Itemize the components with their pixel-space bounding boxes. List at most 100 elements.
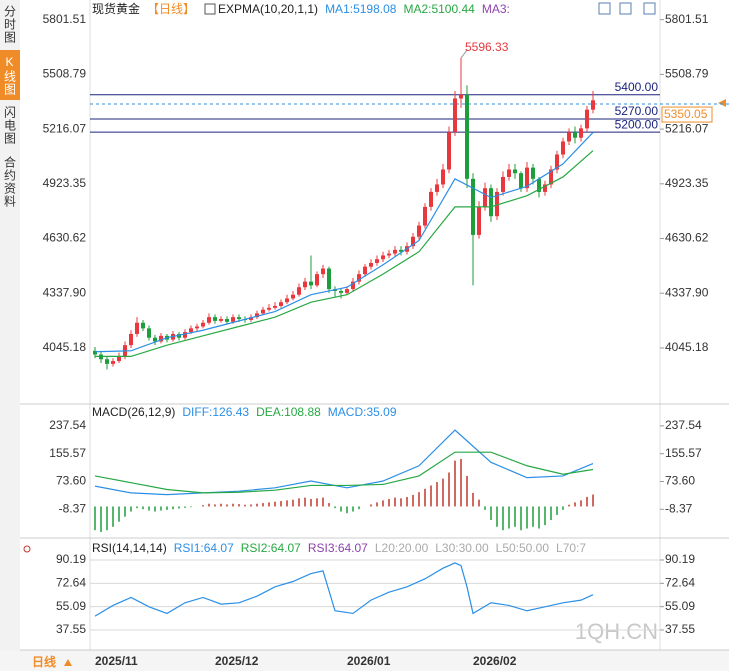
- y-tick-label: 4045.18: [43, 340, 87, 354]
- legend-label: L70:7: [556, 541, 586, 555]
- tab[interactable]: 分时图: [2, 4, 17, 44]
- candle-body: [429, 191, 433, 207]
- candle-body: [177, 333, 181, 338]
- indicator-icon[interactable]: [204, 3, 216, 15]
- y-tick-label: 5801.51: [665, 12, 709, 26]
- y-tick-label: 4045.18: [665, 340, 709, 354]
- level-label: 5270.00: [615, 104, 659, 118]
- candle-body: [351, 281, 355, 290]
- candle-body: [525, 167, 529, 189]
- candle-body: [501, 176, 505, 192]
- tab[interactable]: 闪电图: [2, 105, 17, 145]
- y-tick-label: 90.19: [56, 552, 86, 566]
- legend-label: L50:50.00: [496, 541, 550, 555]
- series-line: [94, 562, 594, 617]
- candle-body: [531, 167, 535, 179]
- candle-body: [315, 274, 319, 286]
- candle-body: [549, 169, 553, 185]
- legend-label: MA3:: [482, 2, 510, 16]
- y-tick-label: 4923.35: [43, 176, 87, 190]
- legend-label: RSI(14,14,14): [92, 541, 167, 555]
- legend-label: MA2:5100.44: [403, 2, 475, 16]
- y-tick-label: 72.64: [665, 575, 695, 589]
- candle-body: [555, 154, 559, 170]
- series-line: [94, 429, 594, 496]
- legend-label: DIFF:126.43: [182, 405, 249, 419]
- series-line: [95, 150, 594, 358]
- peak-marker: [460, 49, 468, 59]
- candle-body: [423, 206, 427, 226]
- tab[interactable]: 合约资料: [2, 156, 17, 208]
- y-tick-label: 237.54: [49, 418, 86, 432]
- candle-body: [141, 322, 145, 329]
- period-toggle[interactable]: [64, 659, 72, 666]
- candle-body: [579, 128, 583, 138]
- candle-body: [369, 262, 373, 267]
- series-line: [94, 132, 594, 353]
- candle-body: [399, 249, 403, 252]
- candle-body: [303, 281, 307, 288]
- legend-label: MACD(26,12,9): [92, 405, 175, 419]
- legend-label: DEA:108.88: [256, 405, 321, 419]
- candle-body: [393, 249, 397, 254]
- x-tick-label: 2025/11: [95, 654, 138, 668]
- candle-body: [339, 290, 343, 293]
- candle-body: [567, 132, 571, 142]
- candle-body: [387, 253, 391, 256]
- candle-body: [231, 317, 235, 322]
- candle-body: [219, 319, 223, 321]
- y-tick-label: 55.09: [665, 599, 695, 613]
- candle-body: [255, 313, 259, 318]
- y-tick-label: 237.54: [665, 418, 702, 432]
- candle-body: [465, 94, 469, 179]
- y-tick-label: 4630.62: [665, 231, 709, 245]
- y-tick-label: 4337.90: [665, 285, 709, 299]
- y-tick-label: 5508.79: [43, 67, 87, 81]
- legend-label: L20:20.00: [375, 541, 429, 555]
- last-price-label: 5350.05: [664, 107, 708, 121]
- y-tick-label: 4337.90: [43, 285, 87, 299]
- candle-body: [93, 350, 97, 355]
- y-tick-label: 4923.35: [665, 176, 709, 190]
- candle-body: [261, 309, 265, 314]
- legend-label: EXPMA(10,20,1,1): [218, 2, 318, 16]
- y-tick-label: 155.57: [49, 446, 86, 460]
- peak-label: 5596.33: [465, 40, 509, 54]
- y-tick-label: 55.09: [56, 599, 86, 613]
- x-tick-label: 2026/02: [473, 654, 517, 668]
- candle-body: [285, 298, 289, 303]
- x-tick-label: 2025/12: [215, 654, 259, 668]
- candle-body: [195, 326, 199, 329]
- level-label: 5200.00: [615, 117, 659, 131]
- candle-body: [153, 337, 157, 342]
- series-line: [94, 451, 594, 494]
- candle-body: [183, 332, 187, 338]
- candle-body: [477, 206, 481, 235]
- candle-body: [573, 132, 577, 138]
- candle-body: [585, 109, 589, 129]
- y-tick-label: 37.55: [665, 622, 695, 636]
- candle-body: [327, 268, 331, 290]
- tab-active[interactable]: K线图: [0, 50, 20, 100]
- candle-body: [411, 236, 415, 247]
- candle-body: [249, 317, 253, 320]
- y-tick-label: 155.57: [665, 446, 702, 460]
- x-tick-label: 2026/01: [347, 654, 391, 668]
- candle-body: [111, 361, 115, 364]
- y-tick-label: 4630.62: [43, 231, 87, 245]
- settings-icon[interactable]: [23, 545, 31, 553]
- toolbar-icons[interactable]: [598, 2, 656, 15]
- y-tick-label: 90.19: [665, 552, 695, 566]
- footer-period[interactable]: 日线: [32, 654, 56, 669]
- y-tick-label: 5508.79: [665, 67, 709, 81]
- candle-body: [147, 328, 151, 338]
- candle-body: [321, 268, 325, 275]
- candle-body: [291, 294, 295, 299]
- legend-label: RSI1:64.07: [174, 541, 234, 555]
- candle-body: [267, 307, 271, 310]
- candle-body: [201, 322, 205, 327]
- legend-label: MACD:35.09: [328, 405, 397, 419]
- candle-body: [237, 317, 241, 320]
